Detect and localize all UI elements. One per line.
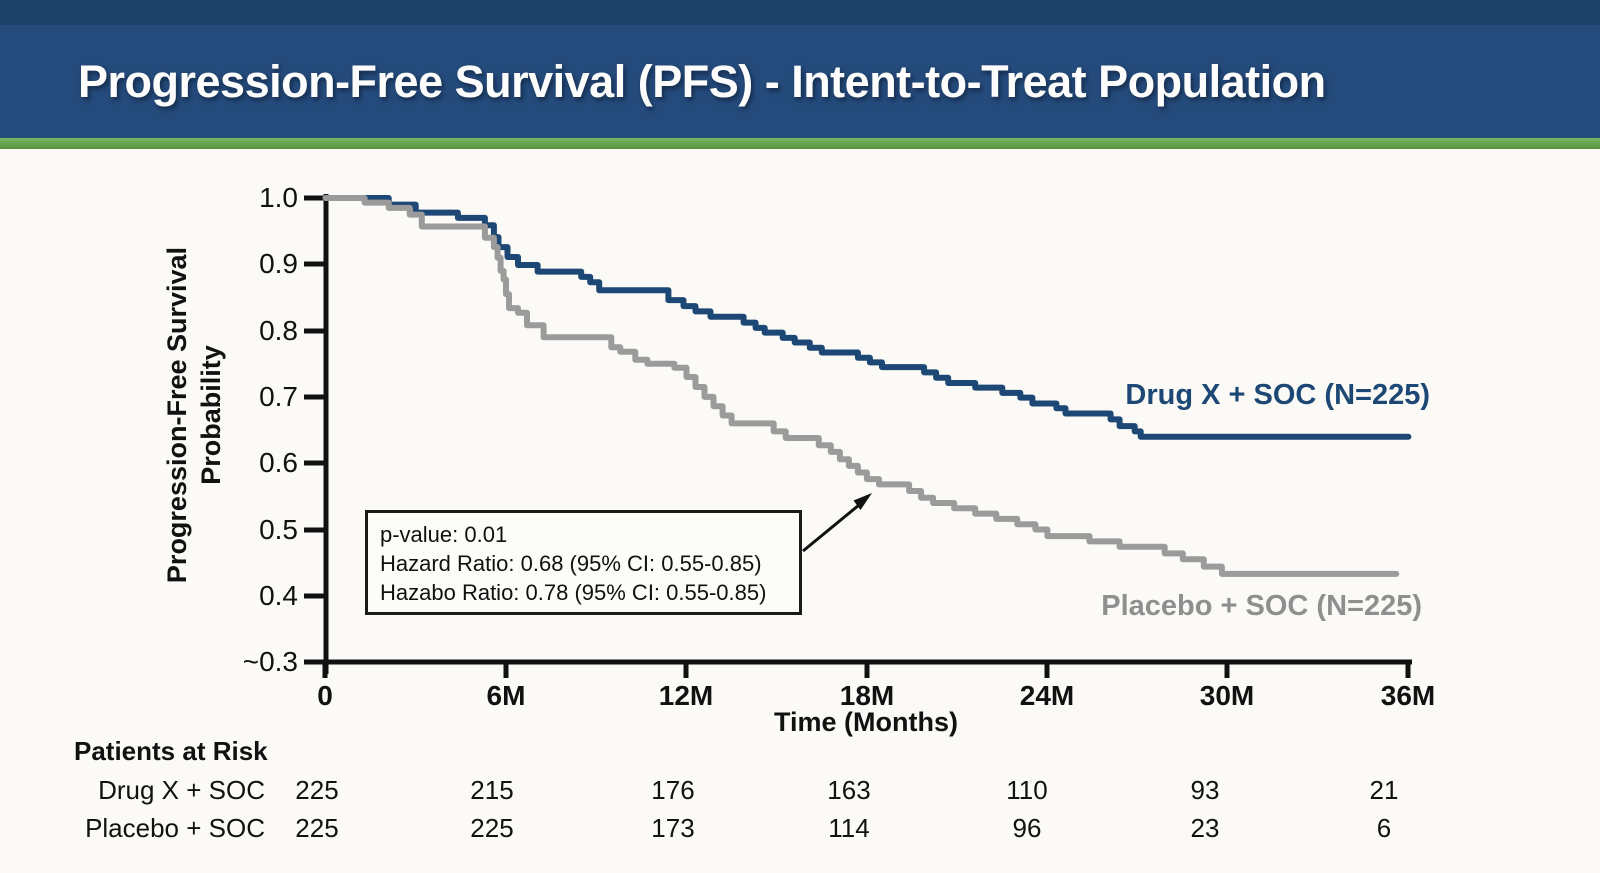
y-tick-label: 0.9 [259,248,298,279]
x-axis-ticks [322,661,1411,678]
callout-arrow [802,493,872,553]
y-axis-title: Progression-Free Survival Probability [160,235,232,595]
y-tick-label: 0.5 [259,514,298,545]
risk-value: 96 [1012,813,1042,843]
risk-value: 114 [828,813,870,843]
y-tick-label: 1.0 [259,182,298,213]
banner-top-strip [0,0,1600,25]
y-tick-label: 0.7 [259,381,298,412]
y-axis-ticks [304,195,327,665]
x-axis-title: Time (Months) [774,707,958,737]
page-title: Progression-Free Survival (PFS) - Intent… [78,56,1326,107]
y-axis-title-line2: Probability [196,345,226,485]
y-axis-title-line1: Progression-Free Survival [162,246,192,584]
risk-value: 110 [1006,775,1048,805]
risk-value: 23 [1190,813,1220,843]
legend-drug-x-soc: Drug X + SOC (N=225) [1125,379,1430,411]
y-tick-label: 0.8 [259,315,298,346]
km-curve-placebo-soc [322,195,1400,577]
risk-value: 21 [1369,775,1399,805]
x-tick-label: 0 [317,680,333,711]
title-banner: Progression-Free Survival (PFS) - Intent… [0,0,1600,138]
hazard-ratio-line: Hazard Ratio: 0.68 (95% CI: 0.55-0.85) [380,551,762,576]
y-tick-label: ~0.3 [242,646,298,677]
risk-value: 225 [295,775,339,805]
risk-value: 93 [1190,775,1220,805]
accent-green-bar [0,138,1600,149]
x-tick-label: 12M [658,680,714,711]
risk-table-title: Patients at Risk [74,736,268,766]
p-value-line: p-value: 0.01 [380,522,508,547]
legend-placebo-soc: Placebo + SOC (N=225) [1101,590,1422,622]
x-tick-label: 24M [1019,680,1075,711]
risk-row-label-drug: Drug X + SOC [98,775,265,805]
risk-value: 6 [1376,813,1392,843]
stats-annotation-box: p-value: 0.01 Hazard Ratio: 0.68 (95% CI… [365,510,802,615]
hazabo-ratio-line: Hazabo Ratio: 0.78 (95% CI: 0.55-0.85) [380,580,767,605]
risk-value: 173 [651,813,695,843]
y-tick-label: 0.4 [259,580,298,611]
risk-value: 176 [651,775,695,805]
risk-value: 225 [470,813,514,843]
risk-row-label-placebo: Placebo + SOC [85,813,265,843]
x-tick-label: 36M [1380,680,1436,711]
x-tick-label: 30M [1199,680,1255,711]
risk-value: 225 [295,813,339,843]
km-curve-drug-x-soc [322,195,1412,440]
x-tick-label: 18M [839,680,895,711]
risk-value: 215 [470,775,514,805]
risk-value: 163 [827,775,871,805]
y-tick-label: 0.6 [259,447,298,478]
survival-curves [322,195,1412,577]
x-tick-label: 6M [486,680,526,711]
